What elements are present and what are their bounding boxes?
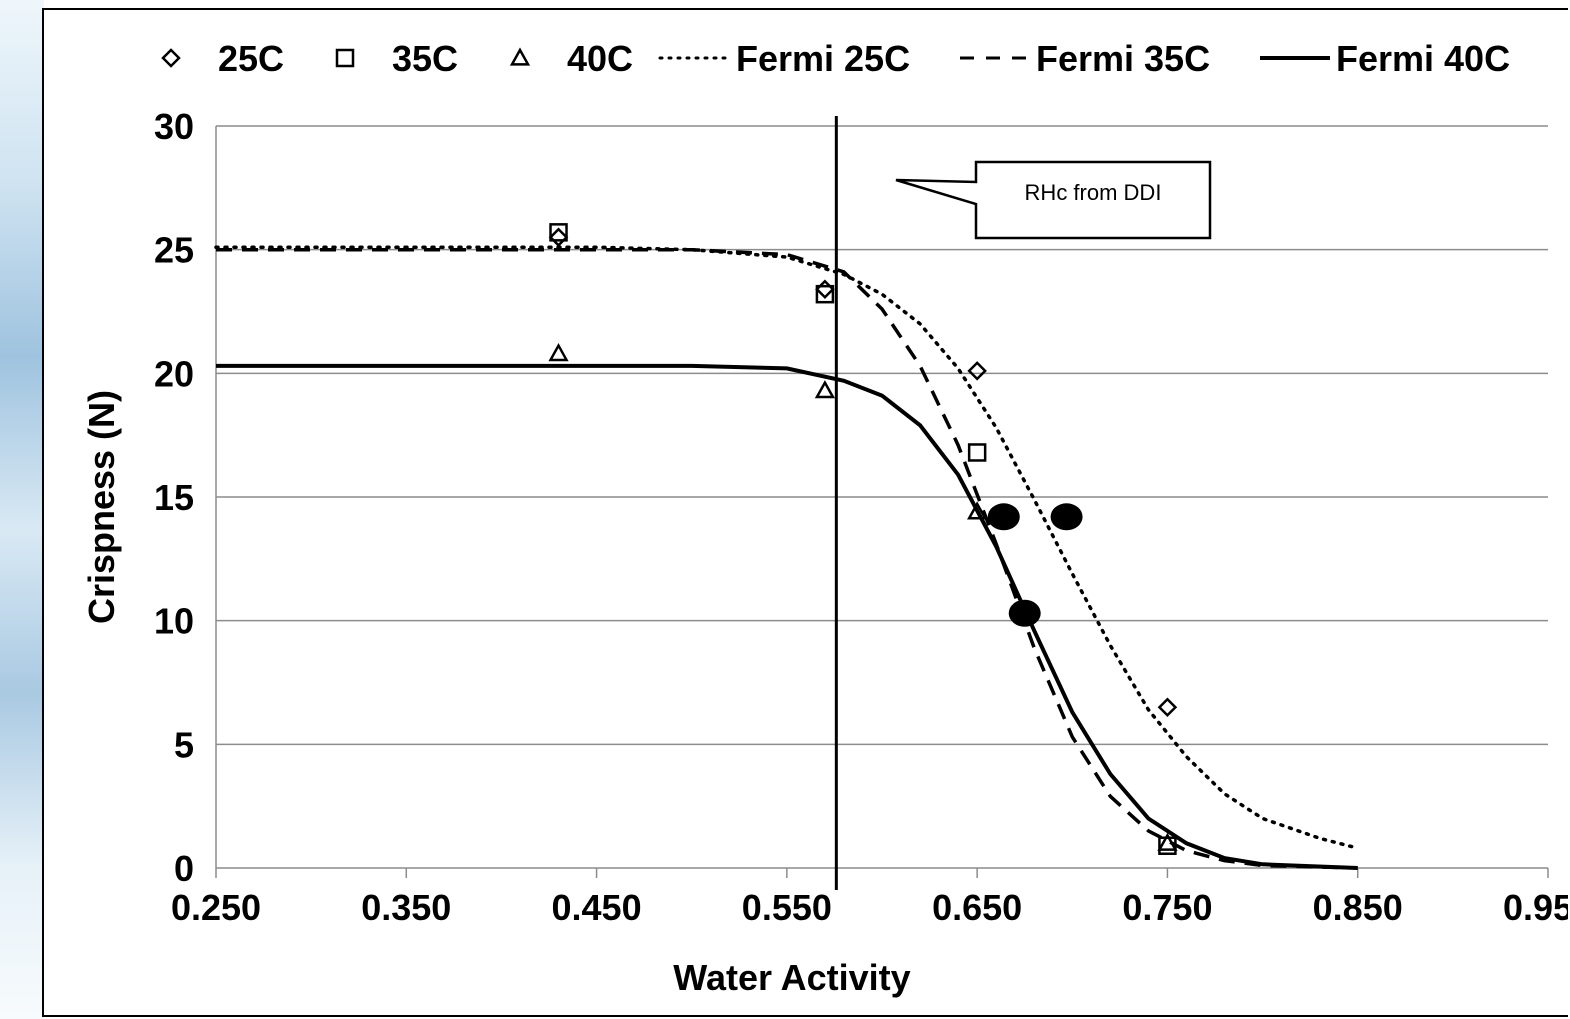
point-square-2	[967, 443, 987, 462]
highlight-point-1	[1050, 503, 1083, 531]
y-tick-label-5: 25	[154, 230, 194, 271]
point-square-1	[815, 284, 835, 304]
x-tick-label-6: 0.850	[1313, 887, 1403, 928]
legend-label-fit-0: Fermi 25C	[736, 38, 910, 79]
point-triangle-2	[967, 501, 988, 520]
chart-svg: 0.250 0.350 0.450 0.550 0.650 0.750 0.850 0.95 0…	[81, 38, 1568, 998]
legend-label-0: 25C	[218, 38, 284, 79]
legend-label-fit-1: Fermi 35C	[1036, 38, 1210, 79]
y-tick-label-0: 0	[174, 848, 194, 889]
x-tick-label-4: 0.650	[932, 887, 1022, 928]
x-axis-title: Water Activity	[673, 957, 910, 998]
highlight-point-2	[1008, 599, 1041, 627]
x-tick-label-1: 0.350	[361, 887, 451, 928]
legend-label-fit-2: Fermi 40C	[1336, 38, 1510, 79]
y-tick-label-2: 10	[154, 601, 194, 642]
fit-curve-solid	[216, 363, 1358, 870]
y-tick-label-4: 20	[154, 353, 194, 394]
point-diamond-2	[967, 361, 987, 381]
point-diamond-0	[548, 227, 569, 248]
legend-marker-triangle	[509, 47, 531, 66]
x-tick-label-0: 0.250	[171, 887, 261, 928]
annotation-callout-box	[895, 160, 1212, 240]
y-axis-title: Crispness (N)	[81, 390, 122, 624]
y-tick-label-1: 5	[174, 724, 194, 765]
legend-marker-square	[335, 48, 355, 68]
background-water-splash	[0, 0, 44, 1019]
y-tick-label-3: 15	[154, 477, 194, 518]
legend-marker-diamond	[161, 48, 181, 68]
annotation-text: RHc from DDI	[1025, 180, 1162, 205]
x-tick-label-2: 0.450	[552, 887, 642, 928]
point-diamond-1	[815, 279, 835, 300]
chart-frame: 0.250 0.350 0.450 0.550 0.650 0.750 0.850 0.95 0…	[42, 8, 1568, 1017]
point-triangle-3	[1157, 832, 1178, 851]
x-tick-label-3: 0.550	[742, 887, 832, 928]
y-tick-label-6: 30	[154, 106, 194, 147]
legend-label-2: 40C	[567, 38, 633, 79]
point-diamond-3	[1157, 697, 1178, 718]
legend-label-1: 35C	[392, 38, 458, 79]
fit-curve-dotted	[214, 245, 1360, 850]
point-triangle-0	[548, 342, 569, 362]
point-square-0	[549, 223, 568, 242]
x-tick-label-7: 0.950	[1503, 887, 1568, 928]
point-triangle-1	[814, 380, 836, 399]
x-tick-label-5: 0.750	[1122, 887, 1212, 928]
fit-curve-dashed	[216, 247, 1358, 870]
highlight-point-0	[987, 503, 1020, 531]
